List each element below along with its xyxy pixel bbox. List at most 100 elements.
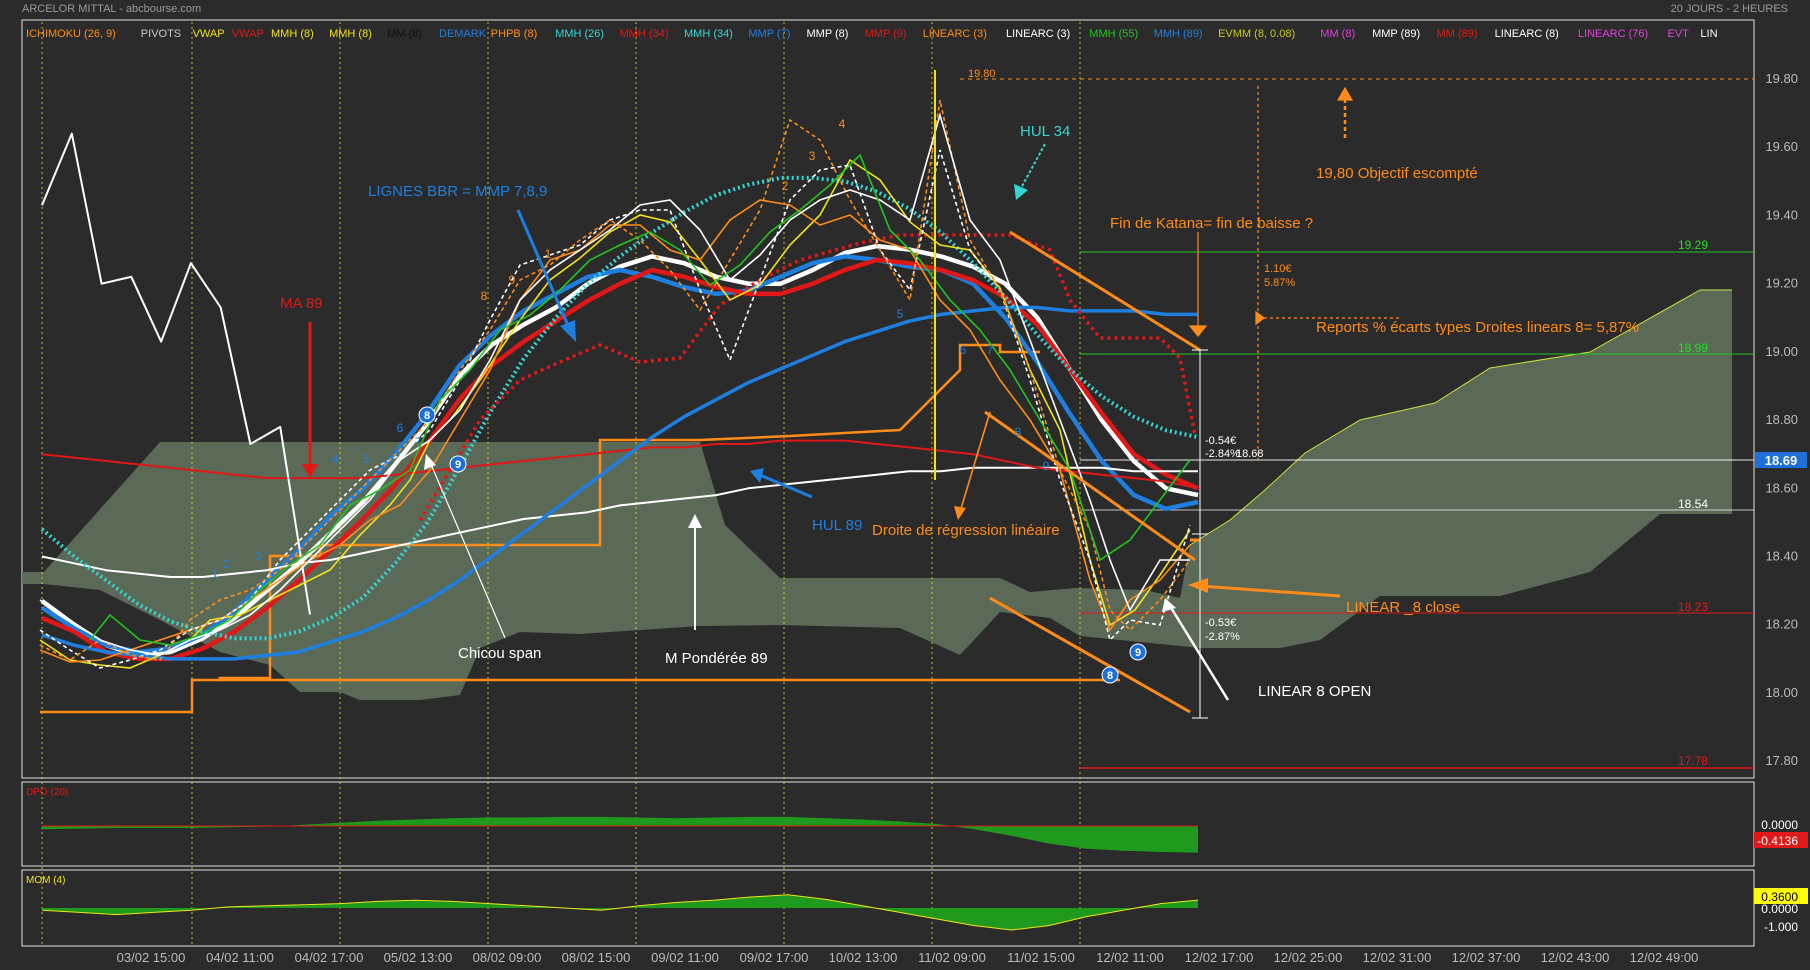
current-price: 18.69: [1765, 453, 1798, 468]
legend: ICHIMOKU (26, 9) PIVOTS VWAP VWAP MMH (8) MMH…: [26, 28, 1718, 40]
mom-panel: [21, 869, 1755, 947]
legend-item[interactable]: MMP (8): [807, 28, 849, 40]
demark-count: 2: [782, 179, 789, 193]
x-tick-label: 08/02 09:00: [473, 950, 542, 965]
legend-item[interactable]: VWAP: [193, 28, 225, 40]
legend-item[interactable]: MMH (34): [620, 28, 669, 40]
dpo-panel: [21, 781, 1755, 867]
legend-item[interactable]: MMH (55): [1089, 28, 1138, 40]
demark-count: 1: [545, 247, 552, 261]
y-tick-label: 19.80: [1765, 71, 1798, 86]
y-axis: 17.80 18.00 18.20 18.40 18.60 18.80 19.00 19.20…: [1765, 71, 1798, 768]
y-tick-label: 19.20: [1765, 276, 1798, 291]
x-tick-label: 12/02 31:00: [1363, 950, 1432, 965]
y-tick-label: 18.80: [1765, 412, 1798, 427]
demark-count: 9: [509, 273, 516, 287]
count-bubble-label: 9: [455, 459, 461, 471]
mom-value: 0.3600: [1761, 890, 1798, 904]
legend-item[interactable]: MMH (8): [329, 28, 372, 40]
main-panel: [21, 19, 1755, 779]
count-bubble-label: 9: [1135, 647, 1141, 659]
delta-a-pct: -2.84%: [1205, 448, 1240, 460]
legend-item[interactable]: MMH (8): [271, 28, 314, 40]
reports-label: Reports % écarts types Droites linears 8…: [1316, 319, 1639, 336]
legend-item[interactable]: MMP (9): [865, 28, 907, 40]
legend-item[interactable]: ICHIMOKU (26, 9): [26, 28, 116, 40]
legend-item[interactable]: EVT: [1668, 28, 1690, 40]
chart-period: 20 JOURS - 2 HEURES: [1671, 3, 1788, 15]
demark-count: 6: [397, 421, 404, 435]
price-levels: [960, 78, 1754, 769]
dpo-value: -0.4136: [1757, 834, 1798, 848]
series-mmp-8: [40, 243, 1199, 658]
label-19-80-left: 19.80: [968, 68, 996, 80]
objectif-label: 19,80 Objectif escompté: [1316, 165, 1478, 182]
legend-item[interactable]: LINEARC (8): [1495, 28, 1559, 40]
legend-item[interactable]: MMP (89): [1372, 28, 1420, 40]
x-tick-label: 11/02 09:00: [918, 950, 986, 965]
legend-item[interactable]: VWAP: [232, 28, 264, 40]
series-mmp-89: [41, 466, 1198, 578]
legend-item[interactable]: MMP (7): [748, 28, 790, 40]
chicou-label: Chicou span: [458, 645, 541, 662]
legend-item[interactable]: MMH (34): [684, 28, 733, 40]
count-bubble: [1129, 643, 1147, 661]
y-tick-label: 18.60: [1765, 480, 1798, 495]
x-axis: 03/02 15:00 04/02 11:00 04/02 17:00 05/02 1…: [117, 950, 1699, 965]
mom-histogram: [41, 894, 1199, 931]
x-tick-label: 12/02 17:00: [1185, 950, 1254, 965]
count-bubble-label: 8: [424, 410, 430, 422]
mom-line: [41, 894, 1199, 931]
delta-b-euro: -0.53€: [1205, 617, 1236, 629]
indicator-series: [40, 132, 1199, 662]
demark-count: 5: [897, 307, 904, 321]
legend-item[interactable]: MM (89): [1437, 28, 1478, 40]
legend-item[interactable]: LIN: [1700, 28, 1717, 40]
price-swirl: [39, 99, 1191, 669]
demark-count: 2: [223, 557, 230, 571]
dpo-value-box: [1754, 832, 1808, 848]
legend-item[interactable]: MMH (26): [555, 28, 604, 40]
dpo-label: DPO (20): [26, 787, 68, 798]
demark-count: 7: [987, 343, 994, 357]
legend-item[interactable]: LINEARC (3): [1006, 28, 1070, 40]
mom-zero-tick: 0.0000: [1761, 902, 1798, 916]
count-bubble: [418, 406, 436, 424]
mom-value-box: [1754, 888, 1808, 904]
legend-item[interactable]: EVMM (8, 0.08): [1218, 28, 1295, 40]
label-18-99: 18.99: [1678, 341, 1708, 355]
legend-item[interactable]: MM (8): [387, 28, 422, 40]
y-tick-label: 19.40: [1765, 207, 1798, 222]
dpo-histogram: [42, 816, 1198, 853]
legend-item[interactable]: MMH (89): [1154, 28, 1203, 40]
legend-item[interactable]: PHPB (8): [491, 28, 537, 40]
channel-upper: [1009, 230, 1201, 352]
delta-a-euro: -0.54€: [1205, 435, 1236, 447]
legend-item[interactable]: PIVOTS: [141, 28, 181, 40]
delta-a-price: 18.68: [1236, 448, 1264, 460]
legend-item[interactable]: MM (8): [1320, 28, 1355, 40]
mom-label: MOM (4): [26, 875, 65, 886]
x-tick-label: 11/02 15:00: [1007, 950, 1075, 965]
x-tick-label: 12/02 49:00: [1630, 950, 1699, 965]
hul89-label: HUL 89: [812, 517, 862, 534]
legend-item[interactable]: LINEARC (76): [1578, 28, 1648, 40]
mom-neg-tick: -1.000: [1764, 920, 1798, 934]
regression-line: [984, 410, 1196, 562]
x-tick-label: 04/02 17:00: [295, 950, 364, 965]
y-tick-label: 17.80: [1765, 753, 1798, 768]
label-17-78: 17.78: [1678, 754, 1708, 768]
current-price-box: [1755, 452, 1807, 468]
delta-up-pct: 5.87%: [1264, 277, 1295, 289]
y-tick-label: 18.20: [1765, 617, 1798, 632]
label-18-54: 18.54: [1678, 497, 1708, 511]
count-bubble-label: 8: [1107, 670, 1113, 682]
demark-count: 5: [363, 452, 370, 466]
series-mmp-9: [41, 257, 1199, 662]
annotation-arrows: [302, 143, 1341, 701]
legend-item[interactable]: LINEARC (3): [923, 28, 987, 40]
label-18-23: 18.23: [1678, 600, 1708, 614]
katana-label: Fin de Katana= fin de baisse ?: [1110, 215, 1313, 232]
legend-item[interactable]: DEMARK: [439, 28, 487, 40]
demark-count: 4: [332, 452, 339, 466]
